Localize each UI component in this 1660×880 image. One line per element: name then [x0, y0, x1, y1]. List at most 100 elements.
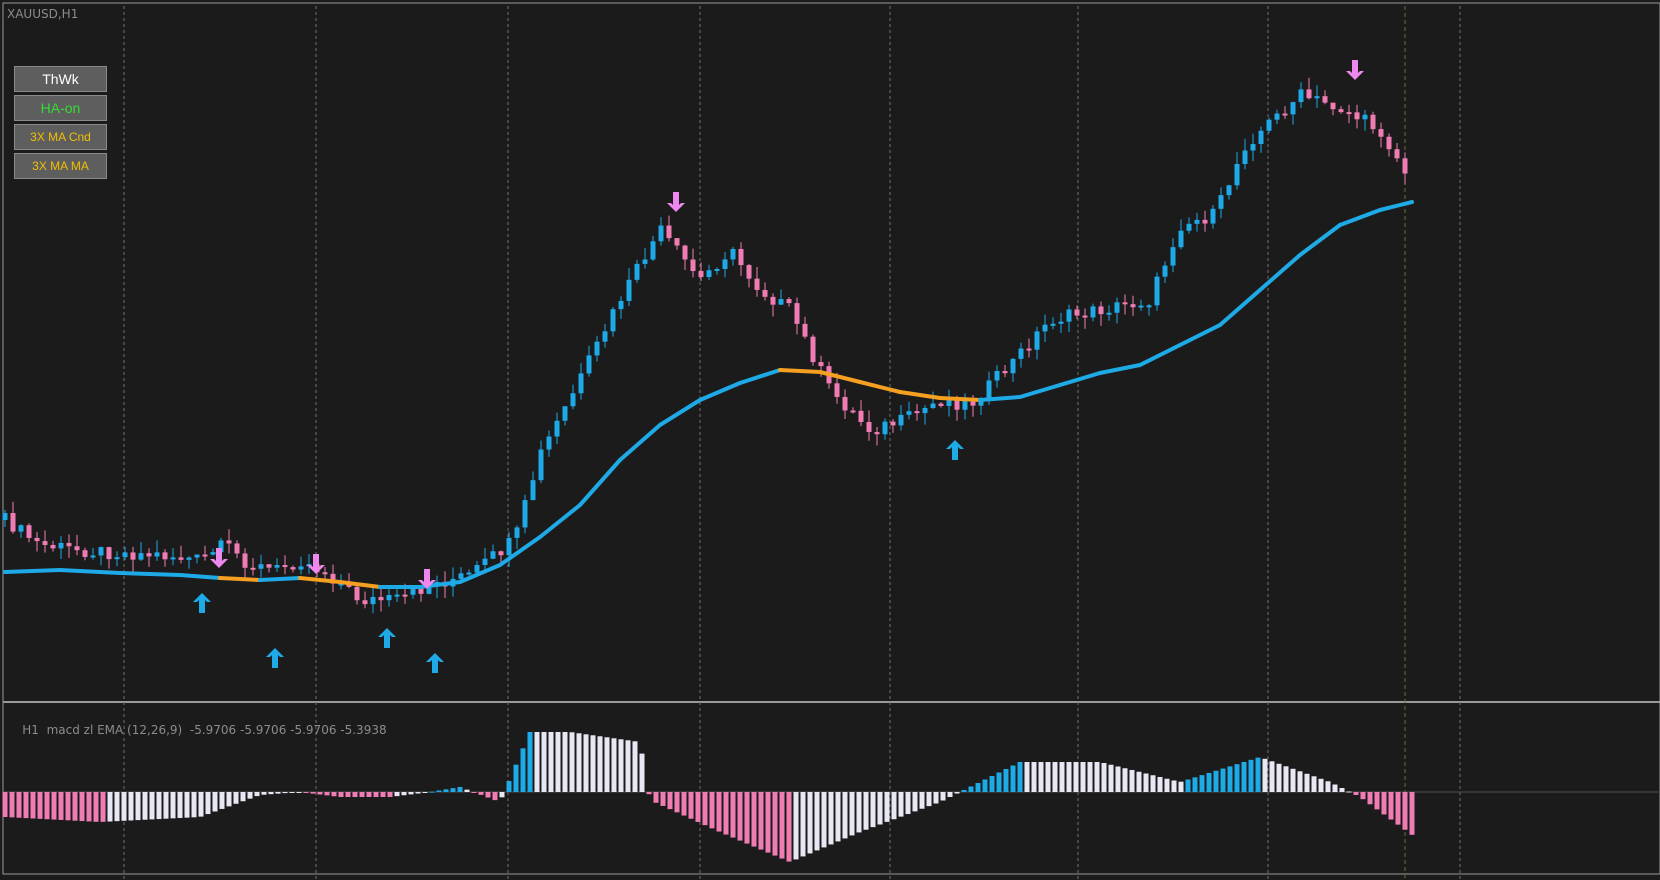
macd-bar — [373, 792, 379, 797]
macd-bar — [793, 792, 799, 860]
ha-on-button-label: HA-on — [40, 100, 81, 116]
ma-segment — [618, 423, 662, 462]
candle-body — [570, 393, 576, 407]
macd-bar — [86, 792, 92, 822]
macd-bar — [737, 792, 743, 841]
candle-body — [890, 421, 896, 426]
macd-bar — [205, 792, 211, 815]
candle-body — [1354, 112, 1360, 120]
macd-bar — [387, 792, 393, 797]
candle-body — [754, 278, 760, 290]
macd-bar — [436, 790, 442, 792]
macd-bar — [499, 792, 505, 798]
candle-body — [882, 421, 888, 435]
ma-segment — [1218, 288, 1262, 327]
macd-bar — [212, 792, 218, 812]
macd-bar — [1234, 764, 1240, 792]
candle-body — [1266, 119, 1272, 131]
macd-bar — [856, 792, 862, 833]
candle-body — [138, 553, 144, 560]
macd-bar — [1108, 764, 1114, 792]
macd-bar — [989, 776, 995, 792]
candle-body — [1258, 130, 1264, 145]
ha-on-button[interactable]: HA-on — [14, 95, 107, 121]
macd-bar — [1395, 792, 1401, 825]
macd-bar — [590, 735, 596, 792]
candle-body — [1002, 371, 1008, 374]
macd-bar — [723, 792, 729, 835]
candle-body — [1362, 114, 1368, 120]
indicator-timeframe: H1 — [22, 723, 39, 737]
candle-body — [1386, 136, 1392, 150]
macd-bar — [415, 792, 421, 794]
macd-bar — [1192, 777, 1198, 792]
candle-body — [722, 259, 728, 269]
macd-bar — [527, 732, 533, 792]
macd-bar — [1171, 780, 1177, 792]
macd-bar — [100, 792, 106, 822]
candle-body — [514, 527, 520, 538]
macd-bar — [1115, 766, 1121, 792]
ma-segment — [938, 396, 982, 402]
macd-bar — [16, 792, 22, 818]
macd-bar — [149, 792, 155, 820]
ma-candle-button[interactable]: 3X MA Cnd — [14, 124, 107, 150]
macd-bar — [1199, 775, 1205, 792]
macd-bar — [919, 792, 925, 809]
candle-body — [546, 436, 552, 450]
macd-bar — [877, 792, 883, 825]
macd-bar — [261, 792, 267, 795]
thwk-button[interactable]: ThWk — [14, 66, 107, 92]
macd-bar — [226, 792, 232, 807]
candle-body — [1066, 309, 1072, 322]
candle-body — [242, 553, 248, 568]
candle-body — [282, 565, 288, 568]
candle-body — [250, 567, 256, 570]
macd-bar — [800, 792, 806, 857]
candle-body — [1050, 323, 1056, 326]
macd-bar — [1213, 770, 1219, 792]
candle-body — [1226, 185, 1232, 196]
macd-bar — [786, 792, 792, 862]
candle-body — [538, 449, 544, 481]
candle-body — [1170, 247, 1176, 266]
macd-bar — [520, 748, 526, 792]
sell-arrow-icon — [667, 192, 685, 212]
macd-bar — [30, 792, 36, 819]
macd-bar — [912, 792, 918, 812]
candle-body — [498, 551, 504, 556]
ma-segment — [458, 563, 502, 584]
candle-body — [1250, 144, 1256, 151]
candle-body — [874, 432, 880, 435]
candle-body — [586, 355, 592, 374]
macd-bar — [933, 792, 939, 804]
macd-bar — [674, 792, 680, 813]
candle-body — [834, 383, 840, 397]
candle-body — [98, 547, 104, 556]
candle-body — [554, 420, 560, 437]
macd-bar — [541, 732, 547, 792]
macd-bar — [1143, 773, 1149, 792]
candle-body — [1322, 96, 1328, 103]
macd-bar — [1066, 762, 1072, 792]
ma-segment — [738, 368, 782, 385]
candle-body — [42, 541, 48, 545]
macd-bar — [184, 792, 190, 818]
candle-body — [122, 552, 128, 558]
macd-bar — [443, 789, 449, 792]
macd-bar — [394, 792, 400, 797]
candle-body — [858, 410, 864, 423]
macd-bar — [401, 792, 407, 796]
candle-body — [562, 406, 568, 421]
ma-segment — [1138, 343, 1182, 367]
macd-bar — [1227, 766, 1233, 792]
candle-body — [410, 588, 416, 595]
macd-bar — [1080, 762, 1086, 792]
macd-bar — [128, 792, 134, 821]
candle-body — [938, 403, 944, 406]
macd-bar — [611, 738, 617, 792]
ma-ma-button[interactable]: 3X MA MA — [14, 153, 107, 179]
ma-segment — [118, 571, 182, 577]
macd-bar — [1311, 776, 1317, 792]
